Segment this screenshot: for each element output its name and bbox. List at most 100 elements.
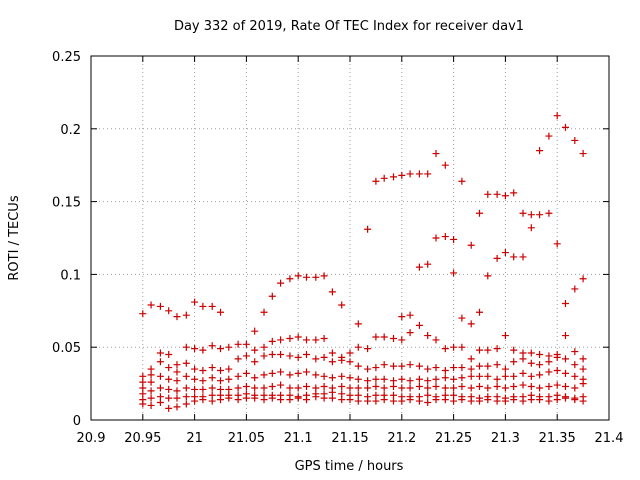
- data-point: [277, 396, 285, 404]
- data-point: [501, 365, 509, 373]
- data-point: [424, 332, 432, 340]
- data-point: [493, 190, 501, 198]
- data-point: [320, 372, 328, 380]
- data-point: [398, 336, 406, 344]
- data-point: [242, 394, 250, 402]
- data-point: [165, 375, 173, 383]
- data-point: [372, 364, 380, 372]
- data-point: [519, 369, 527, 377]
- data-point: [156, 358, 164, 366]
- data-point: [251, 358, 259, 366]
- data-point: [346, 358, 354, 366]
- data-point: [380, 174, 388, 182]
- data-point: [302, 368, 310, 376]
- data-point: [191, 365, 199, 373]
- data-point: [364, 384, 372, 392]
- data-point: [561, 369, 569, 377]
- data-point: [458, 383, 466, 391]
- data-point: [338, 383, 346, 391]
- data-point: [536, 211, 544, 219]
- data-point: [450, 384, 458, 392]
- data-point: [268, 292, 276, 300]
- data-point: [191, 385, 199, 393]
- data-point: [441, 161, 449, 169]
- data-point: [156, 372, 164, 380]
- data-point: [476, 346, 483, 354]
- data-point: [536, 361, 544, 369]
- data-point: [501, 384, 509, 392]
- data-point: [510, 383, 518, 391]
- data-point: [527, 383, 535, 391]
- data-point: [398, 397, 406, 405]
- data-point: [571, 136, 579, 144]
- data-point: [527, 359, 535, 367]
- data-point: [579, 397, 587, 405]
- data-point: [302, 273, 310, 281]
- data-point: [527, 211, 535, 219]
- data-point: [467, 241, 475, 249]
- data-point: [536, 350, 544, 358]
- data-point: [561, 383, 569, 391]
- data-point: [338, 396, 346, 404]
- data-point: [320, 334, 328, 342]
- data-point: [277, 350, 285, 358]
- data-point: [165, 404, 173, 412]
- data-point: [527, 224, 535, 232]
- data-points: [139, 112, 587, 412]
- data-point: [545, 397, 553, 405]
- data-point: [493, 345, 501, 353]
- data-point: [571, 396, 579, 404]
- data-point: [450, 235, 458, 243]
- data-point: [354, 343, 362, 351]
- data-point: [191, 397, 199, 405]
- data-point: [208, 397, 216, 405]
- data-point: [450, 364, 458, 372]
- data-point: [476, 209, 483, 217]
- data-point: [501, 192, 509, 200]
- data-point: [553, 381, 561, 389]
- data-point: [182, 400, 190, 408]
- data-point: [545, 368, 553, 376]
- data-point: [156, 349, 164, 357]
- data-point: [277, 279, 285, 287]
- data-point: [156, 399, 164, 407]
- data-point: [484, 346, 492, 354]
- x-tick-label: 20.95: [124, 431, 161, 446]
- data-point: [286, 384, 294, 392]
- data-point: [545, 132, 553, 140]
- data-point: [467, 372, 475, 380]
- data-point: [450, 343, 458, 351]
- data-point: [432, 150, 440, 158]
- data-point: [432, 364, 440, 372]
- data-point: [147, 371, 155, 379]
- data-point: [484, 362, 492, 370]
- data-point: [147, 301, 155, 309]
- data-point: [364, 365, 372, 373]
- data-point: [217, 345, 224, 353]
- data-point: [579, 355, 587, 363]
- data-point: [294, 353, 302, 361]
- y-tick-label: 0.15: [52, 196, 81, 211]
- data-point: [484, 190, 492, 198]
- data-point: [390, 334, 398, 342]
- data-point: [476, 397, 483, 405]
- scatter-series: [139, 321, 587, 380]
- data-point: [277, 336, 285, 344]
- data-point: [312, 371, 320, 379]
- data-point: [527, 396, 535, 404]
- data-point: [328, 349, 336, 357]
- data-point: [424, 260, 432, 268]
- data-point: [519, 397, 527, 405]
- data-point: [424, 365, 432, 373]
- data-point: [320, 272, 328, 280]
- data-point: [354, 362, 362, 370]
- data-point: [286, 396, 294, 404]
- data-point: [260, 384, 268, 392]
- data-point: [182, 359, 190, 367]
- data-point: [415, 170, 423, 178]
- data-point: [251, 384, 259, 392]
- x-tick-label: 21.1: [284, 431, 313, 446]
- data-point: [553, 112, 561, 120]
- data-point: [372, 177, 380, 185]
- data-point: [354, 320, 362, 328]
